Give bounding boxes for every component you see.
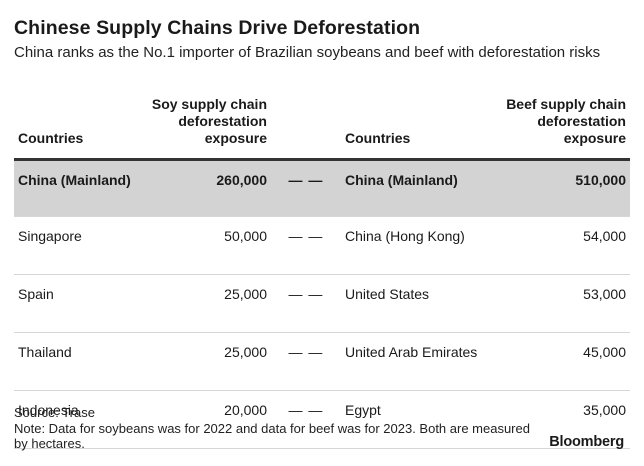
beef-country-cell: Egypt [341,390,491,449]
connector-cell: — — [271,390,341,449]
table-row: Spain 25,000— — United States 53,000 [14,274,630,333]
header-soy-exposure: Soy supply chain deforestation exposure [136,96,271,161]
beef-country-cell: United States [341,274,491,333]
connector-cell: — — [271,159,341,217]
table-row: Thailand 25,000— — United Arab Emirates 45,… [14,332,630,391]
soy-country-cell: Indonesia [14,390,136,449]
beef-value-cell: 35,000 [491,390,630,449]
beef-value-cell: 510,000 [491,159,630,217]
beef-country-cell: China (Mainland) [341,159,491,217]
table-header-row: Countries Soy supply chain deforestation… [14,96,630,161]
deforestation-table: Countries Soy supply chain deforestation… [14,96,630,449]
beef-country-cell: China (Hong Kong) [341,216,491,275]
connector-cell: — — [271,274,341,333]
connector-cell: — — [271,216,341,275]
soy-value-cell: 260,000 [136,159,271,217]
table-body: China (Mainland) 260,000— — China (Mainlan… [14,159,630,449]
soy-country-cell: Thailand [14,332,136,391]
chart-title: Chinese Supply Chains Drive Deforestatio… [14,17,421,39]
table-row: Singapore 50,000— — China (Hong Kong) 54,00… [14,216,630,275]
header-beef-countries: Countries [341,96,491,161]
footnote: Source: Trase Note: Data for soybeans wa… [14,405,534,452]
table-row: Indonesia 20,000— — Egypt 35,000 [14,390,630,449]
header-connector [271,96,341,161]
beef-country-cell: United Arab Emirates [341,332,491,391]
header-soy-countries: Countries [14,96,136,161]
beef-value-cell: 45,000 [491,332,630,391]
bloomberg-logo: Bloomberg [549,434,624,450]
soy-value-cell: 20,000 [136,390,271,449]
header-beef-exposure: Beef supply chain deforestation exposure [491,96,630,161]
source-note: Source: Trase [14,405,95,420]
soy-value-cell: 25,000 [136,274,271,333]
beef-value-cell: 53,000 [491,274,630,333]
soy-country-cell: China (Mainland) [14,159,136,217]
soy-country-cell: Singapore [14,216,136,275]
data-note: Note: Data for soybeans was for 2022 and… [14,420,530,452]
beef-value-cell: 54,000 [491,216,630,275]
soy-value-cell: 25,000 [136,332,271,391]
chart-subtitle: China ranks as the No.1 importer of Braz… [14,44,601,61]
table-row: China (Mainland) 260,000— — China (Mainlan… [14,159,630,217]
soy-value-cell: 50,000 [136,216,271,275]
soy-country-cell: Spain [14,274,136,333]
connector-cell: — — [271,332,341,391]
